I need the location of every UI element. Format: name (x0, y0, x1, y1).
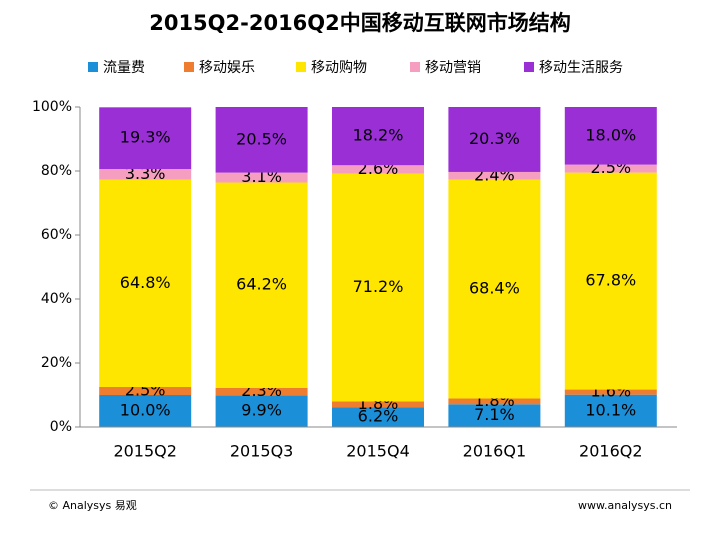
data-label: 20.5% (236, 129, 287, 148)
x-tick-label: 2015Q3 (230, 442, 294, 461)
bar-segment (99, 107, 192, 170)
bar-segment (215, 182, 308, 388)
bar-segment (332, 401, 424, 408)
data-label: 64.2% (236, 275, 287, 294)
legend-swatch (88, 62, 98, 72)
legend-swatch (184, 62, 194, 72)
bar-segment (564, 394, 657, 427)
bar-segment (448, 404, 541, 427)
y-tick-label: 60% (41, 227, 72, 243)
legend-label: 移动营销 (425, 60, 481, 76)
bar-segment (332, 407, 424, 427)
bar-segment (215, 107, 308, 173)
y-tick-label: 40% (41, 291, 72, 307)
chart-title: 2015Q2-2016Q2中国移动互联网市场结构 (149, 11, 571, 35)
bar-segment (99, 179, 192, 387)
bar-segment (564, 389, 657, 395)
bar-segment (99, 395, 192, 427)
data-label: 18.2% (353, 126, 404, 145)
y-tick-label: 80% (41, 163, 72, 179)
legend-swatch (524, 62, 534, 72)
legend-label: 移动娱乐 (199, 60, 255, 76)
data-label: 18.0% (585, 125, 636, 144)
bar-segment (215, 387, 308, 396)
data-label: 6.2% (358, 407, 399, 426)
bar-segment (215, 395, 308, 427)
bar-segment (332, 173, 424, 402)
bar-segment (564, 172, 657, 390)
data-label: 64.8% (120, 273, 171, 292)
data-label: 71.2% (353, 277, 404, 296)
legend-swatch (410, 62, 420, 72)
legend-label: 流量费 (103, 60, 145, 76)
bar-segment (564, 107, 657, 165)
bar-segment (564, 164, 657, 173)
data-label: 68.4% (469, 279, 520, 298)
data-label: 10.0% (120, 401, 171, 420)
bar-segment (448, 398, 541, 405)
bar-segment (448, 179, 541, 399)
bar-segment (448, 171, 541, 180)
data-label: 10.1% (585, 400, 636, 419)
data-label: 7.1% (474, 405, 515, 424)
x-tick-label: 2015Q4 (346, 442, 410, 461)
x-tick-label: 2016Q1 (463, 442, 527, 461)
data-label: 19.3% (120, 128, 171, 147)
y-tick-label: 0% (50, 419, 72, 435)
y-tick-label: 20% (41, 355, 72, 371)
bar-segment (99, 387, 192, 395)
x-tick-label: 2016Q2 (579, 442, 643, 461)
data-label: 20.3% (469, 129, 520, 148)
data-label: 9.9% (241, 401, 282, 420)
footer-right: www.analysys.cn (578, 499, 672, 512)
legend-swatch (296, 62, 306, 72)
bar-segment (215, 172, 308, 183)
y-tick-label: 100% (32, 99, 72, 115)
bar-segment (448, 107, 541, 172)
legend-label: 移动生活服务 (539, 60, 623, 76)
legend-label: 移动购物 (311, 60, 367, 76)
bar-segment (332, 165, 424, 174)
bar-segment (99, 169, 192, 180)
data-label: 67.8% (585, 271, 636, 290)
x-tick-label: 2015Q2 (113, 442, 177, 461)
footer-left: © Analysys 易观 (48, 499, 137, 512)
bar-segment (332, 107, 424, 166)
